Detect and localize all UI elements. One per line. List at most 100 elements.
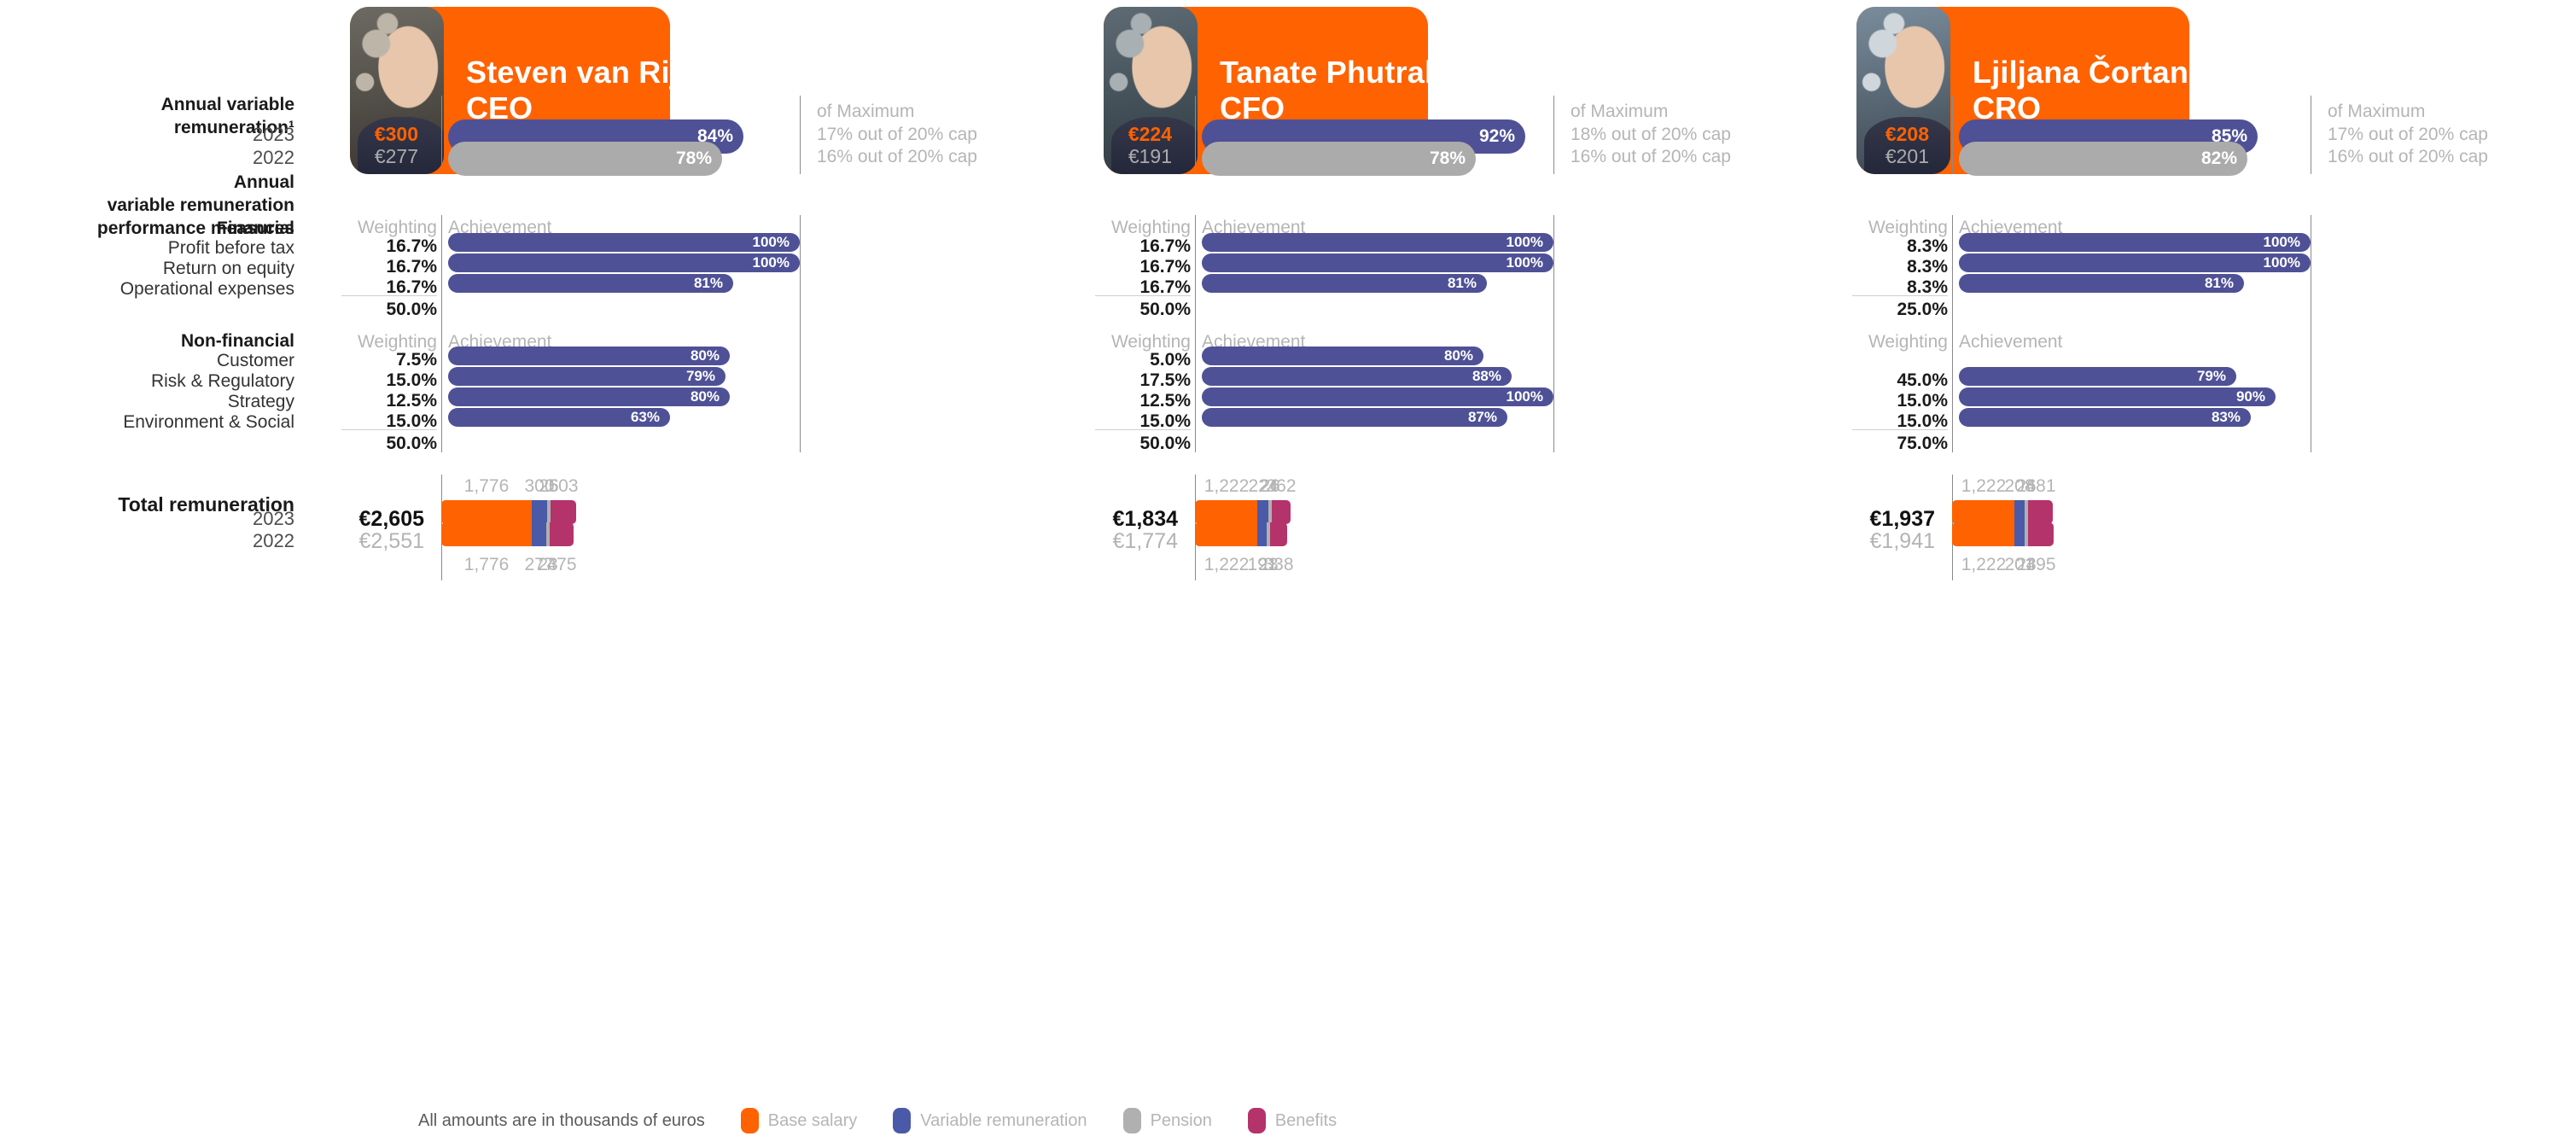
label-avr-year-2022: 2022 — [253, 147, 294, 168]
avr-bar-2022-cfo: 78% — [1202, 142, 1476, 176]
person-name: Steven van Rijswijk — [466, 54, 755, 90]
weighting-financial-0-cfo: 16.7% — [1139, 236, 1191, 256]
total-label-base-2022-cro: 1,222 — [1961, 555, 2007, 574]
achievement-header-nonfinancial-cro: Achievement — [1959, 332, 2063, 352]
total-segment-variable-2023-ceo — [532, 500, 547, 524]
avr-amount-2023-cfo: €224 — [1128, 123, 1172, 145]
achievement-bar-nonfinancial-3-cfo: 87% — [1202, 408, 1507, 427]
axis-line-right-avr-ceo — [800, 96, 801, 174]
weighting-financial-1-cro: 8.3% — [1907, 257, 1948, 277]
weighting-header-nonfinancial-cfo: Weighting — [1110, 332, 1191, 352]
total-label-benefits-2022-cfo: 338 — [1263, 555, 1294, 574]
total-label-pension-2022-ceo: 23 — [538, 555, 558, 574]
avr-amount-2023-cro: €208 — [1885, 123, 1929, 145]
legend-swatch-base — [740, 1108, 759, 1133]
total-segment-benefits-2023-ceo — [551, 500, 576, 524]
weighting-header-financial-cfo: Weighting — [1110, 218, 1191, 237]
achievement-bar-nonfinancial-0-ceo: 80% — [448, 347, 730, 365]
legend-label-base: Base salary — [767, 1110, 858, 1130]
achievement-bar-nonfinancial-1-cro: 79% — [1959, 367, 2236, 386]
total-label-base-2023-ceo: 1,776 — [463, 476, 510, 496]
achievement-bar-financial-1-ceo: 100% — [448, 253, 800, 272]
total-amount-2022-cro: €1,941 — [1869, 529, 1935, 553]
axis-line-left-measures-ceo — [441, 215, 442, 452]
weighting-nonfinancial-3-cro: 15.0% — [1897, 411, 1948, 431]
total-label-base-2022-cfo: 1,222 — [1203, 555, 1250, 574]
avr-cap-text-2023-cro: 17% out of 20% cap — [2328, 125, 2488, 144]
avr-cap-text-2022-ceo: 16% out of 20% cap — [817, 147, 977, 166]
person-name: Ljiljana Čortan — [1973, 54, 2189, 90]
total-amount-2022-cfo: €1,774 — [1112, 529, 1178, 553]
achievement-bar-financial-2-cfo: 81% — [1202, 274, 1487, 293]
achievement-bar-financial-0-ceo: 100% — [448, 233, 800, 252]
weighting-total-financial-cfo: 50.0% — [1139, 300, 1191, 319]
label-total-year-2022: 2022 — [253, 530, 294, 551]
total-stack-2022-cfo — [1195, 522, 1287, 546]
total-label-pension-2023-ceo: 26 — [539, 476, 559, 496]
total-label-pension-2023-cfo: 26 — [1260, 476, 1280, 496]
weighting-total-rule-nonfinancial-cfo — [1095, 429, 1191, 430]
avr-amount-2023-ceo: €300 — [374, 123, 418, 145]
label-annual-variable-remuneration: Annual variable remuneration¹ — [160, 95, 294, 137]
total-label-base-2023-cfo: 1,222 — [1203, 476, 1250, 496]
avr-amount-2022-cfo: €191 — [1128, 145, 1172, 167]
label-measure-profit-before-tax: Profit before tax — [167, 238, 294, 258]
achievement-bar-financial-2-ceo: 81% — [448, 274, 733, 293]
total-segment-base-2022-ceo — [441, 522, 532, 546]
weighting-nonfinancial-0-cfo: 5.0% — [1150, 350, 1191, 370]
achievement-bar-financial-0-cfo: 100% — [1202, 233, 1553, 252]
achievement-bar-financial-2-cro: 81% — [1959, 274, 2244, 293]
axis-line-left-avr-cfo — [1195, 96, 1196, 174]
achievement-bar-nonfinancial-3-cro: 83% — [1959, 408, 2251, 427]
avr-bar-2022-cro: 82% — [1959, 142, 2247, 176]
total-segment-variable-2023-cro — [2014, 500, 2025, 524]
achievement-bar-financial-0-cro: 100% — [1959, 233, 2311, 252]
total-amount-2022-ceo: €2,551 — [358, 529, 424, 553]
total-segment-variable-2022-cfo — [1257, 522, 1267, 546]
achievement-header-financial-cro: Achievement — [1959, 218, 2063, 237]
axis-line-right-measures-cfo — [1553, 215, 1554, 452]
label-avr-year-2023: 2023 — [253, 124, 294, 145]
label-measure-return-on-equity: Return on equity — [162, 259, 294, 278]
achievement-bar-nonfinancial-1-ceo: 79% — [448, 367, 726, 386]
weighting-nonfinancial-2-cro: 15.0% — [1897, 391, 1948, 411]
label-non-financial-heading: Non-financial — [180, 331, 294, 351]
weighting-financial-2-cro: 8.3% — [1907, 277, 1948, 297]
weighting-financial-1-cfo: 16.7% — [1139, 257, 1191, 277]
total-segment-benefits-2023-cro — [2028, 500, 2053, 524]
total-segment-base-2022-cfo — [1195, 522, 1257, 546]
total-label-base-2023-cro: 1,222 — [1961, 476, 2007, 496]
total-label-pension-2023-cro: 26 — [2016, 476, 2037, 496]
axis-line-left-measures-cro — [1952, 215, 1953, 452]
total-segment-pension-2023-ceo — [547, 500, 551, 524]
axis-line-left-avr-ceo — [441, 96, 442, 174]
achievement-bar-nonfinancial-1-cfo: 88% — [1202, 367, 1512, 386]
total-segment-pension-2023-cro — [2025, 500, 2028, 524]
total-segment-variable-2022-ceo — [532, 522, 546, 546]
legend-item-base: Base salary — [740, 1108, 858, 1133]
weighting-nonfinancial-2-ceo: 12.5% — [386, 391, 437, 411]
avr-cap-text-2022-cro: 16% out of 20% cap — [2328, 147, 2488, 166]
weighting-financial-2-cfo: 16.7% — [1139, 277, 1191, 297]
total-label-variable-2022-cfo: 191 — [1247, 555, 1278, 574]
axis-line-right-measures-ceo — [800, 215, 801, 452]
weighting-total-nonfinancial-ceo: 50.0% — [386, 434, 437, 453]
total-stack-2023-ceo — [441, 500, 576, 524]
total-stack-2022-ceo — [441, 522, 574, 546]
person-photo-cro — [1856, 7, 1950, 174]
label-measure-operational-expenses: Operational expenses — [119, 279, 294, 299]
achievement-header-financial-ceo: Achievement — [448, 218, 552, 237]
achievement-bar-financial-1-cfo: 100% — [1202, 253, 1553, 272]
label-measure-risk-regulatory: Risk & Regulatory — [150, 371, 294, 391]
total-segment-benefits-2023-cfo — [1272, 500, 1291, 524]
of-maximum-header-cfo: of Maximum — [1571, 102, 1669, 121]
total-label-benefits-2023-cfo: 362 — [1266, 476, 1297, 496]
label-measure-customer: Customer — [216, 351, 294, 370]
total-label-variable-2023-ceo: 300 — [524, 476, 555, 496]
achievement-bar-nonfinancial-3-ceo: 63% — [448, 408, 670, 427]
weighting-nonfinancial-1-ceo: 15.0% — [386, 370, 437, 390]
label-performance-measures-title: Annual variable remuneration performance… — [96, 172, 294, 238]
weighting-total-rule-financial-cro — [1852, 295, 1948, 296]
total-amount-2023-cfo: €1,834 — [1112, 507, 1178, 531]
weighting-financial-0-ceo: 16.7% — [386, 236, 437, 256]
